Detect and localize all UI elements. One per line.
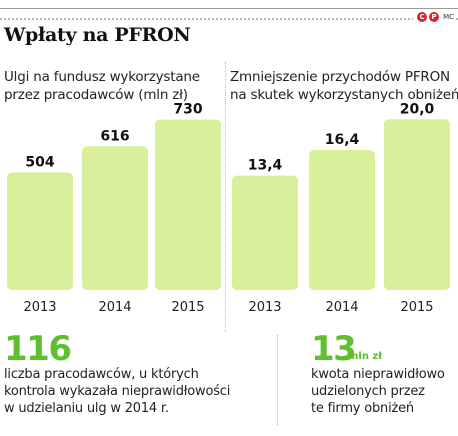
fact-left-line-2: kontrola wykazała nieprawidłowości bbox=[4, 384, 231, 399]
fact-right-line-3: te firmy obniżeń bbox=[311, 401, 414, 416]
category-label-right-2015: 2015 bbox=[400, 300, 433, 315]
fact-right-unit: mln zł bbox=[348, 351, 382, 362]
bar-left-2013 bbox=[7, 172, 73, 290]
bar-left-2014 bbox=[82, 146, 148, 290]
page-title: Wpłaty na PFRON bbox=[4, 24, 191, 46]
value-label-right-2014: 16,4 bbox=[325, 132, 360, 148]
chart-right-title-line-1: Zmniejszenie przychodów PFRON bbox=[230, 69, 450, 85]
facts-divider bbox=[277, 335, 278, 425]
category-label-left-2015: 2015 bbox=[171, 300, 204, 315]
chart-left-title-line-1: Ulgi na fundusz wykorzystane bbox=[4, 69, 200, 85]
author-initials: MC bbox=[443, 13, 454, 21]
logo-circle-p: P bbox=[429, 12, 440, 22]
top-rule bbox=[0, 8, 458, 9]
fact-right-line-1: kwota nieprawidłowo bbox=[311, 367, 445, 382]
value-label-left-2013: 504 bbox=[25, 154, 54, 170]
chart-divider bbox=[225, 62, 226, 332]
category-label-right-2013: 2013 bbox=[248, 300, 281, 315]
chart-left-title: Ulgi na fundusz wykorzystane przez praco… bbox=[4, 68, 200, 104]
fact-left-number: 116 bbox=[4, 329, 72, 369]
bar-left-2015 bbox=[155, 119, 221, 291]
fact-left-description: liczba pracodawców, u których kontrola w… bbox=[4, 366, 230, 417]
category-label-right-2014: 2014 bbox=[325, 300, 358, 315]
bar-charts: 504 2013 616 2014 730 2015 13,4 2013 16,4 2014 20,… bbox=[7, 101, 450, 315]
value-label-right-2013: 13,4 bbox=[248, 158, 283, 174]
fact-right-line-2: udzielonych przez bbox=[311, 384, 425, 399]
logo-circle-c: C bbox=[417, 12, 428, 22]
value-label-right-2015: 20,0 bbox=[400, 101, 435, 117]
category-label-left-2014: 2014 bbox=[98, 300, 131, 315]
publisher-logo: C P MC bbox=[413, 12, 454, 22]
value-label-left-2015: 730 bbox=[173, 102, 202, 118]
bar-right-2013 bbox=[232, 175, 298, 290]
fact-left-line-1: liczba pracodawców, u których bbox=[4, 367, 199, 382]
fact-right-description: kwota nieprawidłowo udzielonych przez te… bbox=[311, 366, 445, 417]
chart-left-title-line-2: przez pracodawców (mln zł) bbox=[4, 87, 188, 103]
category-label-left-2013: 2013 bbox=[23, 300, 56, 315]
fact-right-number: 13 bbox=[311, 329, 357, 369]
value-label-left-2014: 616 bbox=[100, 128, 129, 144]
chart-right-title-line-2: na skutek wykorzystanych obniżeń bbox=[230, 87, 458, 103]
bar-right-2015 bbox=[384, 119, 450, 290]
dotted-rule bbox=[0, 18, 458, 20]
bar-right-2014 bbox=[309, 150, 375, 290]
fact-left-line-3: w udzielaniu ulg w 2014 r. bbox=[4, 401, 169, 416]
chart-right-title: Zmniejszenie przychodów PFRON na skutek … bbox=[230, 68, 458, 104]
